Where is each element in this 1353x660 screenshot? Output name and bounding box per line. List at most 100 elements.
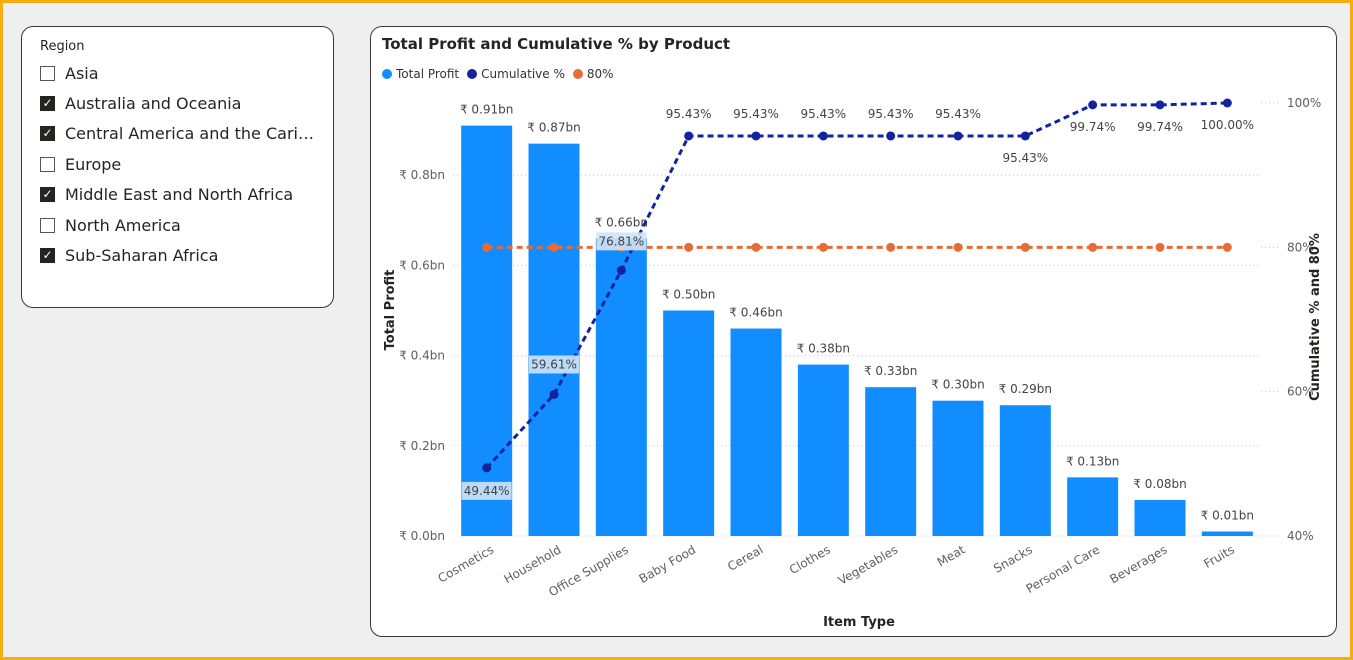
y-axis-title: Total Profit: [383, 270, 398, 351]
x-tick-label: Meat: [935, 542, 968, 569]
cumulative-point: [1088, 100, 1098, 110]
bar: [1067, 477, 1119, 536]
slicer-item[interactable]: North America: [40, 214, 181, 236]
bar: [595, 238, 647, 536]
bar: [1201, 531, 1253, 536]
bar-data-label: ₹ 0.50bn: [662, 288, 715, 302]
y2-tick-label: 60%: [1287, 385, 1314, 399]
cumulative-label-bg: [529, 355, 579, 374]
slicer-title: Region: [40, 39, 85, 54]
slicer-item[interactable]: Europe: [40, 153, 121, 175]
x-tick-label: Baby Food: [637, 542, 698, 586]
checkbox-checked[interactable]: ✓: [40, 125, 55, 141]
bar-data-label: ₹ 0.30bn: [931, 378, 984, 392]
cumulative-data-label: 95.43%: [800, 107, 846, 121]
bar: [663, 310, 715, 536]
slicer-item-label: Europe: [65, 154, 122, 174]
checkbox-checked[interactable]: ✓: [40, 247, 55, 263]
checkmark-icon: ✓: [42, 96, 53, 110]
legend-item[interactable]: 80%: [572, 67, 614, 81]
y-tick-label: ₹ 0.8bn: [399, 168, 445, 182]
cumulative-point: [1020, 131, 1030, 141]
bar: [461, 125, 513, 536]
legend-label: Total Profit: [396, 67, 460, 81]
x-axis-title: Item Type: [823, 615, 895, 630]
cumulative-point: [953, 131, 963, 141]
cumulative-data-label: 49.44%: [464, 484, 510, 498]
x-tick-label: Beverages: [1107, 542, 1169, 586]
reference-point: [818, 242, 828, 252]
cumulative-line: [485, 101, 1228, 469]
slicer-item[interactable]: ✓ Sub-Saharan Africa: [40, 244, 218, 266]
reference-point: [1020, 242, 1030, 252]
slicer-item[interactable]: ✓ Australia and Oceania: [40, 92, 241, 114]
bar-data-label: ₹ 0.87bn: [527, 121, 580, 135]
reference-point: [482, 242, 492, 252]
cumulative-data-label: 95.43%: [935, 107, 981, 121]
cumulative-point: [751, 131, 761, 141]
cumulative-data-label: 95.43%: [868, 107, 914, 121]
checkbox-unchecked[interactable]: [40, 217, 55, 233]
slicer-item[interactable]: ✓ Middle East and North Africa: [40, 183, 293, 205]
cumulative-data-label: 99.74%: [1070, 120, 1116, 134]
bar: [730, 328, 782, 536]
checkmark-icon: ✓: [42, 248, 53, 262]
reference-point: [886, 242, 896, 252]
chart-legend: Total Profit Cumulative % 80%: [382, 67, 622, 81]
y2-tick-label: 40%: [1287, 529, 1314, 543]
y2-axis-title: Cumulative % and 80%: [1308, 233, 1323, 401]
x-tick-label: Fruits: [1201, 542, 1236, 571]
bar: [1134, 499, 1186, 536]
legend-dot-icon: [572, 69, 583, 79]
slicer-item-label: North America: [65, 215, 181, 235]
bar-data-label: ₹ 0.13bn: [1066, 454, 1119, 468]
slicer-item-label: Central America and the Caribbe...: [65, 123, 320, 143]
cumulative-data-label: 59.61%: [531, 357, 577, 371]
chart-title: Total Profit and Cumulative % by Product: [382, 35, 731, 53]
checkmark-icon: ✓: [42, 126, 53, 140]
reference-point: [953, 242, 963, 252]
checkbox-checked[interactable]: ✓: [40, 95, 55, 111]
pareto-chart: ₹ 0.0bn ₹ 0.2bn ₹ 0.4bn ₹ 0.6bn ₹ 0.8bn 40% 60…: [383, 96, 1323, 630]
checkbox-unchecked[interactable]: [40, 156, 55, 172]
legend-item[interactable]: Cumulative %: [467, 67, 565, 81]
y-tick-label: ₹ 0.6bn: [399, 258, 445, 272]
legend-dot-icon: [467, 69, 478, 79]
x-tick-label: Cereal: [725, 542, 765, 573]
legend-dot-icon: [382, 69, 392, 79]
legend-item[interactable]: Total Profit: [382, 67, 459, 81]
reference-point: [549, 242, 559, 252]
reference-point: [1222, 242, 1232, 252]
bar-data-label: ₹ 0.38bn: [797, 342, 850, 356]
bar-data-label: ₹ 0.46bn: [729, 306, 782, 320]
x-tick-label: Clothes: [787, 542, 833, 577]
reference-point: [684, 242, 694, 252]
checkbox-checked[interactable]: ✓: [40, 186, 55, 202]
y-tick-label: ₹ 0.0bn: [399, 529, 445, 543]
checkbox-unchecked[interactable]: [40, 65, 55, 81]
bar-data-label: ₹ 0.91bn: [460, 103, 513, 117]
bar: [797, 364, 849, 536]
slicer-item-label: Middle East and North Africa: [65, 184, 294, 204]
legend-label: 80%: [586, 67, 614, 81]
bar-data-label: ₹ 0.66bn: [595, 215, 648, 229]
x-tick-label: Vegetables: [836, 542, 900, 587]
bar: [528, 143, 580, 536]
cumulative-point: [818, 131, 828, 141]
cumulative-point: [684, 131, 694, 141]
cumulative-point: [616, 265, 626, 275]
slicer-item[interactable]: Asia: [40, 62, 99, 84]
y2-tick-label: 100%: [1287, 96, 1321, 110]
cumulative-data-label: 76.81%: [598, 234, 644, 248]
bar: [865, 387, 917, 536]
cumulative-point: [886, 131, 896, 141]
bar-data-label: ₹ 0.33bn: [864, 364, 917, 378]
cumulative-point: [482, 463, 492, 473]
x-tick-label: Household: [501, 542, 563, 586]
bar-data-label: ₹ 0.01bn: [1201, 508, 1254, 522]
reference-point: [1088, 242, 1098, 252]
slicer-item[interactable]: ✓ Central America and the Caribbe...: [40, 122, 320, 144]
region-slicer: Region Asia ✓ Australia and Oceania ✓ Centra…: [21, 26, 334, 308]
x-tick-label: Snacks: [991, 542, 1035, 575]
